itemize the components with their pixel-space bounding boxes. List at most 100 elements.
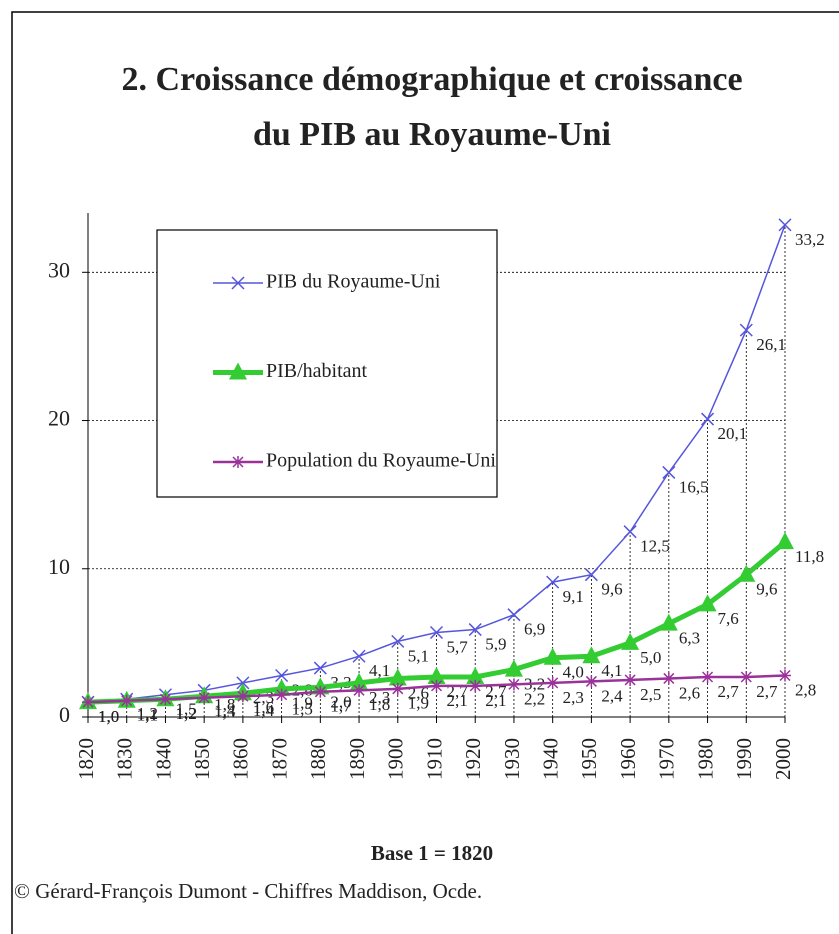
data-label: 1,7 — [330, 697, 352, 716]
data-label: 2,3 — [563, 688, 584, 707]
data-label: 2,1 — [485, 691, 506, 710]
marker — [275, 668, 289, 683]
data-label: 1,8 — [214, 695, 235, 714]
legend-label: Population du Royaume-Uni — [266, 450, 496, 472]
legend-label: PIB/habitant — [266, 360, 368, 382]
data-label: 16,5 — [679, 477, 709, 496]
data-label: 1,1 — [137, 706, 158, 725]
data-label: 1,0 — [98, 707, 119, 726]
y-tick-label: 0 — [59, 702, 70, 727]
data-label: 2,7 — [718, 682, 740, 701]
data-label: 1,9 — [292, 694, 313, 713]
frame — [11, 11, 839, 934]
data-label: 1,4 — [214, 701, 236, 720]
x-tick-label: 1890 — [345, 738, 369, 780]
marker — [232, 456, 244, 468]
x-tick-label: 1940 — [538, 738, 562, 780]
marker — [778, 218, 792, 232]
chart-subtitle: du PIB au Royaume-Uni — [253, 116, 611, 153]
marker — [584, 568, 598, 582]
x-tick-label: 1970 — [655, 738, 679, 780]
data-label: 11,8 — [795, 547, 824, 566]
data-label: 20,1 — [718, 424, 748, 443]
data-label: 7,6 — [718, 609, 739, 628]
marker — [546, 575, 560, 589]
marker — [701, 412, 715, 426]
marker — [621, 632, 640, 650]
x-tick-label: 1980 — [693, 738, 717, 780]
marker — [582, 646, 601, 664]
data-label: 1,1 — [137, 706, 158, 725]
data-label: 5,1 — [408, 646, 429, 665]
x-tick-label: 1920 — [461, 738, 485, 780]
data-label: 1,3 — [214, 703, 235, 722]
data-label: 2,5 — [640, 685, 661, 704]
source: © Gérard-François Dumont - Chiffres Madd… — [14, 879, 482, 903]
data-label: 4,0 — [563, 663, 584, 682]
marker — [198, 691, 211, 704]
marker — [159, 693, 172, 706]
legend-box — [156, 229, 498, 498]
marker — [504, 659, 523, 677]
marker — [507, 678, 520, 691]
data-label: 2,6 — [679, 683, 700, 702]
marker — [391, 634, 405, 648]
x-tick-label: 1960 — [616, 738, 640, 780]
data-label: 26,1 — [756, 335, 786, 354]
marker — [314, 685, 327, 698]
data-label: 1,6 — [253, 698, 274, 717]
data-label: 1,9 — [408, 694, 429, 713]
marker — [229, 362, 247, 380]
marker — [352, 649, 366, 663]
data-label: 2,4 — [601, 686, 623, 705]
data-label: 2,3 — [369, 688, 390, 707]
marker — [391, 682, 404, 695]
data-label: 12,5 — [640, 537, 670, 556]
x-tick-label: 1900 — [384, 738, 408, 780]
data-label: 5,9 — [485, 634, 506, 653]
data-label: 1,4 — [253, 701, 275, 720]
data-label: 4,1 — [601, 661, 622, 680]
x-tick-label: 1950 — [577, 738, 601, 780]
x-tick-label: 1850 — [190, 738, 214, 780]
marker — [388, 668, 407, 686]
x-tick-label: 1930 — [500, 738, 524, 780]
data-label: 1,8 — [369, 695, 390, 714]
data-label: 2,8 — [795, 680, 816, 699]
marker — [120, 694, 133, 707]
marker — [275, 688, 288, 701]
marker — [427, 666, 446, 684]
marker — [313, 661, 327, 675]
x-tick-label: 1880 — [306, 738, 330, 780]
x-tick-label: 1830 — [113, 738, 137, 780]
marker — [429, 625, 444, 640]
data-label: 2,0 — [330, 692, 351, 711]
data-label: 33,2 — [795, 230, 825, 249]
x-tick-label: 2000 — [771, 738, 795, 780]
data-label: 2,1 — [447, 691, 468, 710]
marker — [231, 276, 245, 290]
data-label: 6,9 — [524, 620, 545, 639]
data-label: 4,1 — [369, 661, 390, 680]
data-label: 1,2 — [175, 704, 196, 723]
data-label: 5,0 — [640, 648, 661, 667]
marker — [739, 323, 753, 337]
marker — [662, 672, 675, 685]
data-label: 6,3 — [679, 629, 700, 648]
marker — [585, 675, 598, 688]
marker — [468, 623, 482, 637]
marker — [82, 696, 94, 709]
marker — [623, 525, 637, 539]
data-label: 1,5 — [175, 700, 196, 719]
data-label: 2,7 — [485, 682, 507, 701]
data-label: 1,2 — [137, 704, 158, 723]
marker — [698, 594, 717, 612]
marker — [466, 666, 485, 684]
marker — [236, 690, 249, 703]
marker — [543, 647, 562, 665]
x-tick-label: 1820 — [74, 738, 98, 780]
y-tick-label: 20 — [48, 406, 70, 431]
data-label: 9,1 — [563, 587, 584, 606]
marker — [236, 676, 250, 690]
marker — [701, 670, 714, 683]
